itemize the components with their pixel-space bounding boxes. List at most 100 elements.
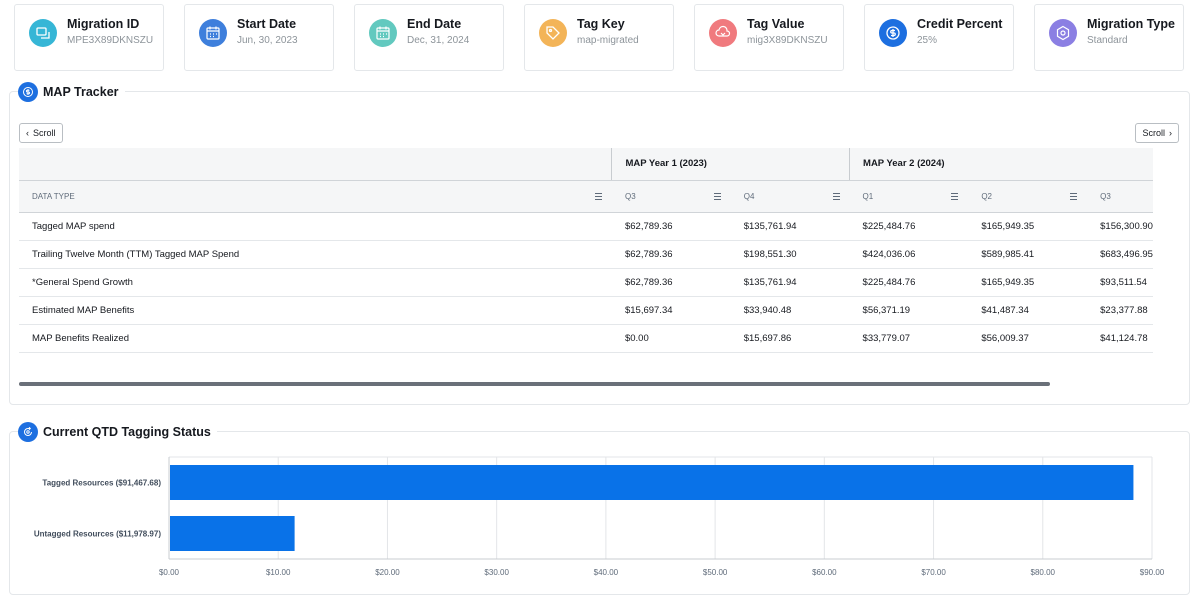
menu-icon[interactable]: [713, 192, 721, 200]
tagging-bar-chart: $0.00 $10.00 $20.00 $30.00 $40.00 $50.00 $60.0…: [34, 456, 1165, 577]
section-header: Current QTD Tagging Status: [18, 422, 217, 442]
cell-value: $15,697.86: [730, 324, 850, 353]
cell-value: $62,789.36: [611, 268, 731, 297]
row-label: Estimated MAP Benefits: [19, 296, 612, 325]
cell-value: $23,377.88: [1087, 296, 1153, 325]
x-tick-label: $50.00: [703, 568, 728, 577]
cell-value: $33,940.48: [730, 296, 850, 325]
x-tick-label: $70.00: [921, 568, 946, 577]
cell-value: $41,124.78: [1087, 324, 1153, 353]
cell-value: $0.00: [611, 324, 731, 353]
card-end-date: End Date Dec, 31, 2024: [354, 4, 504, 71]
chevron-left-icon: ‹: [26, 128, 29, 138]
column-header-q3-2023[interactable]: Q3: [611, 180, 731, 213]
column-header-label: Q3: [624, 191, 636, 201]
menu-icon[interactable]: [1070, 192, 1078, 200]
card-tag-key: Tag Key map-migrated: [524, 4, 674, 71]
card-title: Migration Type: [1087, 17, 1175, 31]
x-tick-label: $40.00: [594, 568, 619, 577]
menu-icon[interactable]: [951, 192, 959, 200]
card-title: Migration ID: [67, 17, 140, 31]
cell-value: $589,985.41: [968, 240, 1088, 269]
dollar-icon: [879, 19, 907, 47]
column-header-q1-2024[interactable]: Q1: [849, 180, 969, 213]
group-year-1: MAP Year 1 (2023): [611, 148, 850, 181]
menu-icon[interactable]: [594, 192, 602, 200]
tagging-status-section: Current QTD Tagging Status $0.00 $10.00 $2…: [9, 422, 1190, 595]
cell-value: $198,551.30: [730, 240, 850, 269]
card-value: 25%: [917, 35, 938, 46]
tag-icon: [539, 19, 567, 47]
cell-value: $225,484.76: [849, 268, 969, 297]
hexagon-icon: [1049, 19, 1077, 47]
cell-value: $165,949.35: [968, 212, 1088, 241]
table-row: *General Spend Growth $62,789.36 $135,76…: [19, 268, 1153, 297]
dollar-icon: [18, 82, 38, 102]
table-row: MAP Benefits Realized $0.00 $15,697.86 $…: [19, 324, 1153, 353]
cell-value: $33,779.07: [849, 324, 969, 353]
cell-value: $424,036.06: [849, 240, 969, 269]
bar: [170, 465, 1134, 500]
card-value: Jun, 30, 2023: [237, 35, 298, 46]
card-value: Dec, 31, 2024: [407, 35, 470, 46]
column-header-label: Q4: [743, 191, 755, 201]
y-category-label: Untagged Resources ($11,978.97): [34, 530, 162, 539]
cell-value: $93,511.54: [1087, 268, 1153, 297]
column-header-row: DATA TYPE Q3 Q4 Q1 Q2 Q3: [19, 180, 1153, 213]
column-header-label: Q3: [1100, 191, 1111, 201]
cell-value: $41,487.34: [968, 296, 1088, 325]
bar: [170, 516, 295, 551]
cell-value: $135,761.94: [730, 212, 850, 241]
menu-icon[interactable]: [832, 192, 840, 200]
y-category-label: Tagged Resources ($91,467.68): [42, 479, 161, 488]
card-title: Credit Percent: [917, 17, 1003, 31]
x-tick-label: $90.00: [1140, 568, 1165, 577]
section-header: MAP Tracker: [18, 82, 125, 102]
x-tick-label: $10.00: [266, 568, 291, 577]
calendar-icon: [369, 19, 397, 47]
cell-value: $683,496.95: [1087, 240, 1153, 269]
scroll-left-label: Scroll: [33, 128, 56, 138]
column-header-label: Q2: [981, 191, 992, 201]
section-title: MAP Tracker: [43, 85, 119, 99]
group-year-2: MAP Year 2 (2024): [849, 148, 1153, 181]
group-header-row: MAP Year 1 (2023) MAP Year 2 (2024): [19, 148, 1153, 181]
column-header-label: Q1: [862, 191, 874, 201]
card-migration-id: Migration ID MPE3X89DKNSZU: [14, 4, 164, 71]
card-migration-type: Migration Type Standard: [1034, 4, 1184, 71]
row-label: MAP Benefits Realized: [19, 324, 612, 353]
scroll-left-button[interactable]: ‹ Scroll: [19, 123, 63, 143]
map-tracker-section: MAP Tracker ‹ Scroll Scroll › MAP Year 1…: [9, 82, 1190, 405]
column-header-label: DATA TYPE: [32, 191, 75, 201]
card-value: mig3X89DKNSZU: [747, 35, 828, 46]
x-tick-label: $0.00: [159, 568, 180, 577]
card-title: End Date: [407, 17, 462, 31]
column-header-q3-2024[interactable]: Q3: [1087, 180, 1153, 213]
card-credit-percent: Credit Percent 25%: [864, 4, 1014, 71]
cell-value: $165,949.35: [968, 268, 1088, 297]
card-title: Tag Value: [747, 17, 805, 31]
column-header-data-type[interactable]: DATA TYPE: [19, 180, 612, 213]
column-header-q4-2023[interactable]: Q4: [730, 180, 850, 213]
cell-value: $56,371.19: [849, 296, 969, 325]
group-spacer: [19, 148, 612, 181]
scroll-right-button[interactable]: Scroll ›: [1135, 123, 1179, 143]
cell-value: $135,761.94: [730, 268, 850, 297]
chevron-right-icon: ›: [1169, 128, 1172, 138]
horizontal-scrollbar[interactable]: [19, 382, 1050, 386]
row-label: Trailing Twelve Month (TTM) Tagged MAP S…: [19, 240, 612, 269]
card-tag-value: Tag Value mig3X89DKNSZU: [694, 4, 844, 71]
section-title: Current QTD Tagging Status: [43, 425, 211, 439]
table-row: Trailing Twelve Month (TTM) Tagged MAP S…: [19, 240, 1153, 269]
refresh-tag-icon: [18, 422, 38, 442]
map-tracker-table: MAP Year 1 (2023) MAP Year 2 (2024) DATA…: [19, 148, 1153, 353]
calendar-icon: [199, 19, 227, 47]
card-title: Tag Key: [577, 17, 625, 31]
table-row: Estimated MAP Benefits $15,697.34 $33,94…: [19, 296, 1153, 325]
card-title: Start Date: [237, 17, 297, 31]
column-header-q2-2024[interactable]: Q2: [968, 180, 1088, 213]
scroll-right-label: Scroll: [1142, 128, 1165, 138]
cell-value: $56,009.37: [968, 324, 1088, 353]
card-value: map-migrated: [577, 35, 639, 46]
table-row: Tagged MAP spend $62,789.36 $135,761.94 …: [19, 212, 1153, 241]
